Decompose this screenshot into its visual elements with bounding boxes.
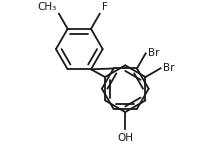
- Text: F: F: [102, 2, 107, 12]
- Text: Br: Br: [162, 63, 174, 73]
- Text: CH₃: CH₃: [37, 2, 56, 12]
- Text: Br: Br: [147, 48, 159, 58]
- Text: OH: OH: [117, 133, 133, 143]
